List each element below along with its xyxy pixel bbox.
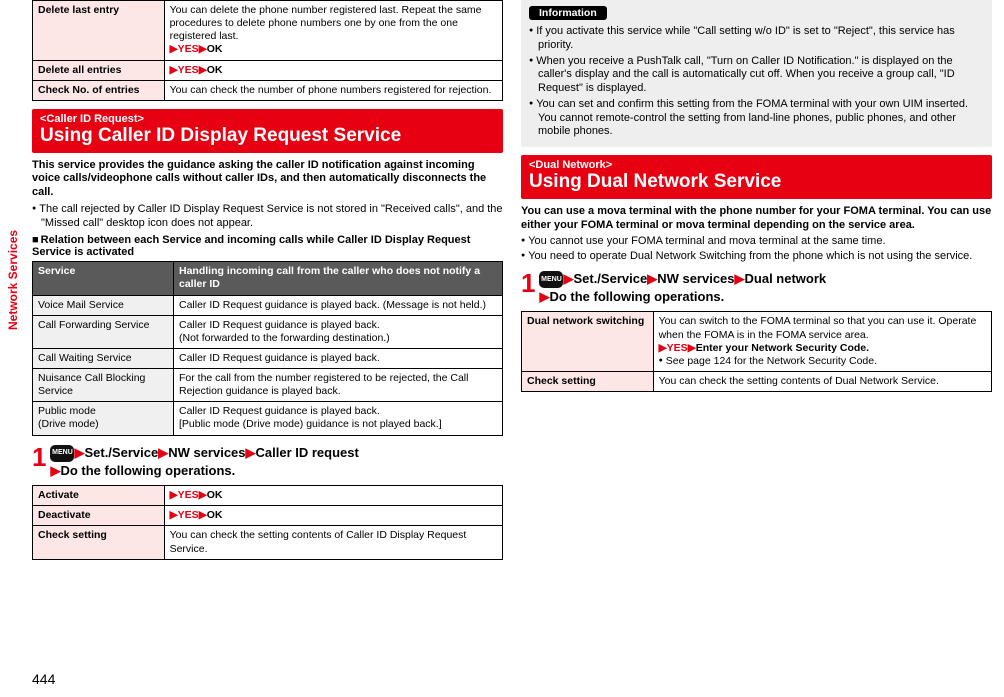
dual-network-step: 1 MENU▶Set./Service▶NW services▶Dual net… [521,270,992,306]
side-label: Network Services [6,230,20,330]
table-row: Delete last entryYou can delete the phon… [33,1,503,61]
row-label: Check setting [522,371,654,391]
step-part: Do the following operations. [60,463,235,478]
table-row: Nuisance Call Blocking ServiceFor the ca… [33,369,503,402]
dual-network-heading: <Dual Network> Using Dual Network Servic… [521,155,992,199]
list-item: If you activate this service while "Call… [529,25,984,53]
row-body: ▶YES▶OK [164,506,502,526]
row-label: Call Forwarding Service [33,315,174,348]
table-row: Check No. of entriesYou can check the nu… [33,80,503,100]
row-label: Deactivate [33,506,165,526]
row-label: Dual network switching [522,312,654,372]
row-body: You can check the number of phone number… [164,80,502,100]
relation-heading: Relation between each Service and incomi… [32,234,503,258]
list-item: You can set and confirm this setting fro… [529,98,984,139]
row-body: For the call from the number registered … [174,369,503,402]
table-row: Call Waiting ServiceCaller ID Request gu… [33,348,503,368]
row-label: Public mode(Drive mode) [33,402,174,435]
row-body: You can switch to the FOMA terminal so t… [653,312,991,372]
table-row: Call Forwarding ServiceCaller ID Request… [33,315,503,348]
dual-network-intro: You can use a mova terminal with the pho… [521,205,992,233]
information-box: Information If you activate this service… [521,0,992,147]
table-row: Dual network switchingYou can switch to … [522,312,992,372]
relation-table: ServiceHandling incoming call from the c… [32,261,503,435]
step-part: NW services [168,445,245,460]
row-body: ▶YES▶OK [164,486,502,506]
table-row: Delete all entries▶YES▶OK [33,60,503,80]
step-part: Dual network [745,271,827,286]
step-part: NW services [657,271,734,286]
page-columns: Delete last entryYou can delete the phon… [0,0,1004,660]
delete-entries-table: Delete last entryYou can delete the phon… [32,0,503,101]
step-part: Caller ID request [256,445,359,460]
caller-id-ops-table: Activate▶YES▶OKDeactivate▶YES▶OKCheck se… [32,485,503,560]
menu-key-icon: MENU [539,271,563,288]
row-body: ▶YES▶OK [164,60,502,80]
list-item: You cannot use your FOMA terminal and mo… [521,235,992,249]
row-body: Caller ID Request guidance is played bac… [174,348,503,368]
row-label: Voice Mail Service [33,295,174,315]
step-body: MENU▶Set./Service▶NW services▶Dual netwo… [539,270,826,306]
list-item: The call rejected by Caller ID Display R… [32,203,503,231]
row-body: You can delete the phone number register… [164,1,502,61]
table-row: Check settingYou can check the setting c… [33,526,503,559]
row-label: Call Waiting Service [33,348,174,368]
table-row: Deactivate▶YES▶OK [33,506,503,526]
dual-network-notes: You cannot use your FOMA terminal and mo… [521,235,992,264]
right-column: Information If you activate this service… [521,0,992,660]
table-row: Activate▶YES▶OK [33,486,503,506]
caller-id-title: Using Caller ID Display Request Service [40,125,495,147]
step-number: 1 [32,444,46,470]
caller-id-intro: This service provides the guidance askin… [32,159,503,200]
row-body: You can check the setting contents of Du… [653,371,991,391]
table-row: Public mode(Drive mode)Caller ID Request… [33,402,503,435]
step-part: Set./Service [84,445,158,460]
col-header: Service [33,262,174,295]
row-label: Nuisance Call Blocking Service [33,369,174,402]
col-header: Handling incoming call from the caller w… [174,262,503,295]
row-label: Activate [33,486,165,506]
list-item: When you receive a PushTalk call, "Turn … [529,55,984,96]
dual-network-tag: <Dual Network> [529,159,984,171]
step-part: Do the following operations. [549,289,724,304]
left-column: Delete last entryYou can delete the phon… [32,0,503,660]
row-body: Caller ID Request guidance is played bac… [174,295,503,315]
row-body: Caller ID Request guidance is played bac… [174,402,503,435]
step-number: 1 [521,270,535,296]
step-body: MENU▶Set./Service▶NW services▶Caller ID … [50,444,358,480]
row-label: Check setting [33,526,165,559]
information-list: If you activate this service while "Call… [529,25,984,139]
table-row: Voice Mail ServiceCaller ID Request guid… [33,295,503,315]
caller-id-heading: <Caller ID Request> Using Caller ID Disp… [32,109,503,153]
information-label: Information [529,6,607,20]
row-label: Delete last entry [33,1,165,61]
table-row: Check settingYou can check the setting c… [522,371,992,391]
row-body: Caller ID Request guidance is played bac… [174,315,503,348]
row-label: Check No. of entries [33,80,165,100]
caller-id-tag: <Caller ID Request> [40,113,495,125]
page-number: 444 [32,671,55,687]
row-body: You can check the setting contents of Ca… [164,526,502,559]
dual-network-title: Using Dual Network Service [529,171,984,193]
row-label: Delete all entries [33,60,165,80]
step-part: Set./Service [573,271,647,286]
menu-key-icon: MENU [50,445,74,462]
caller-id-step: 1 MENU▶Set./Service▶NW services▶Caller I… [32,444,503,480]
list-item: You need to operate Dual Network Switchi… [521,250,992,264]
caller-id-notes: The call rejected by Caller ID Display R… [32,203,503,231]
dual-network-table: Dual network switchingYou can switch to … [521,311,992,392]
